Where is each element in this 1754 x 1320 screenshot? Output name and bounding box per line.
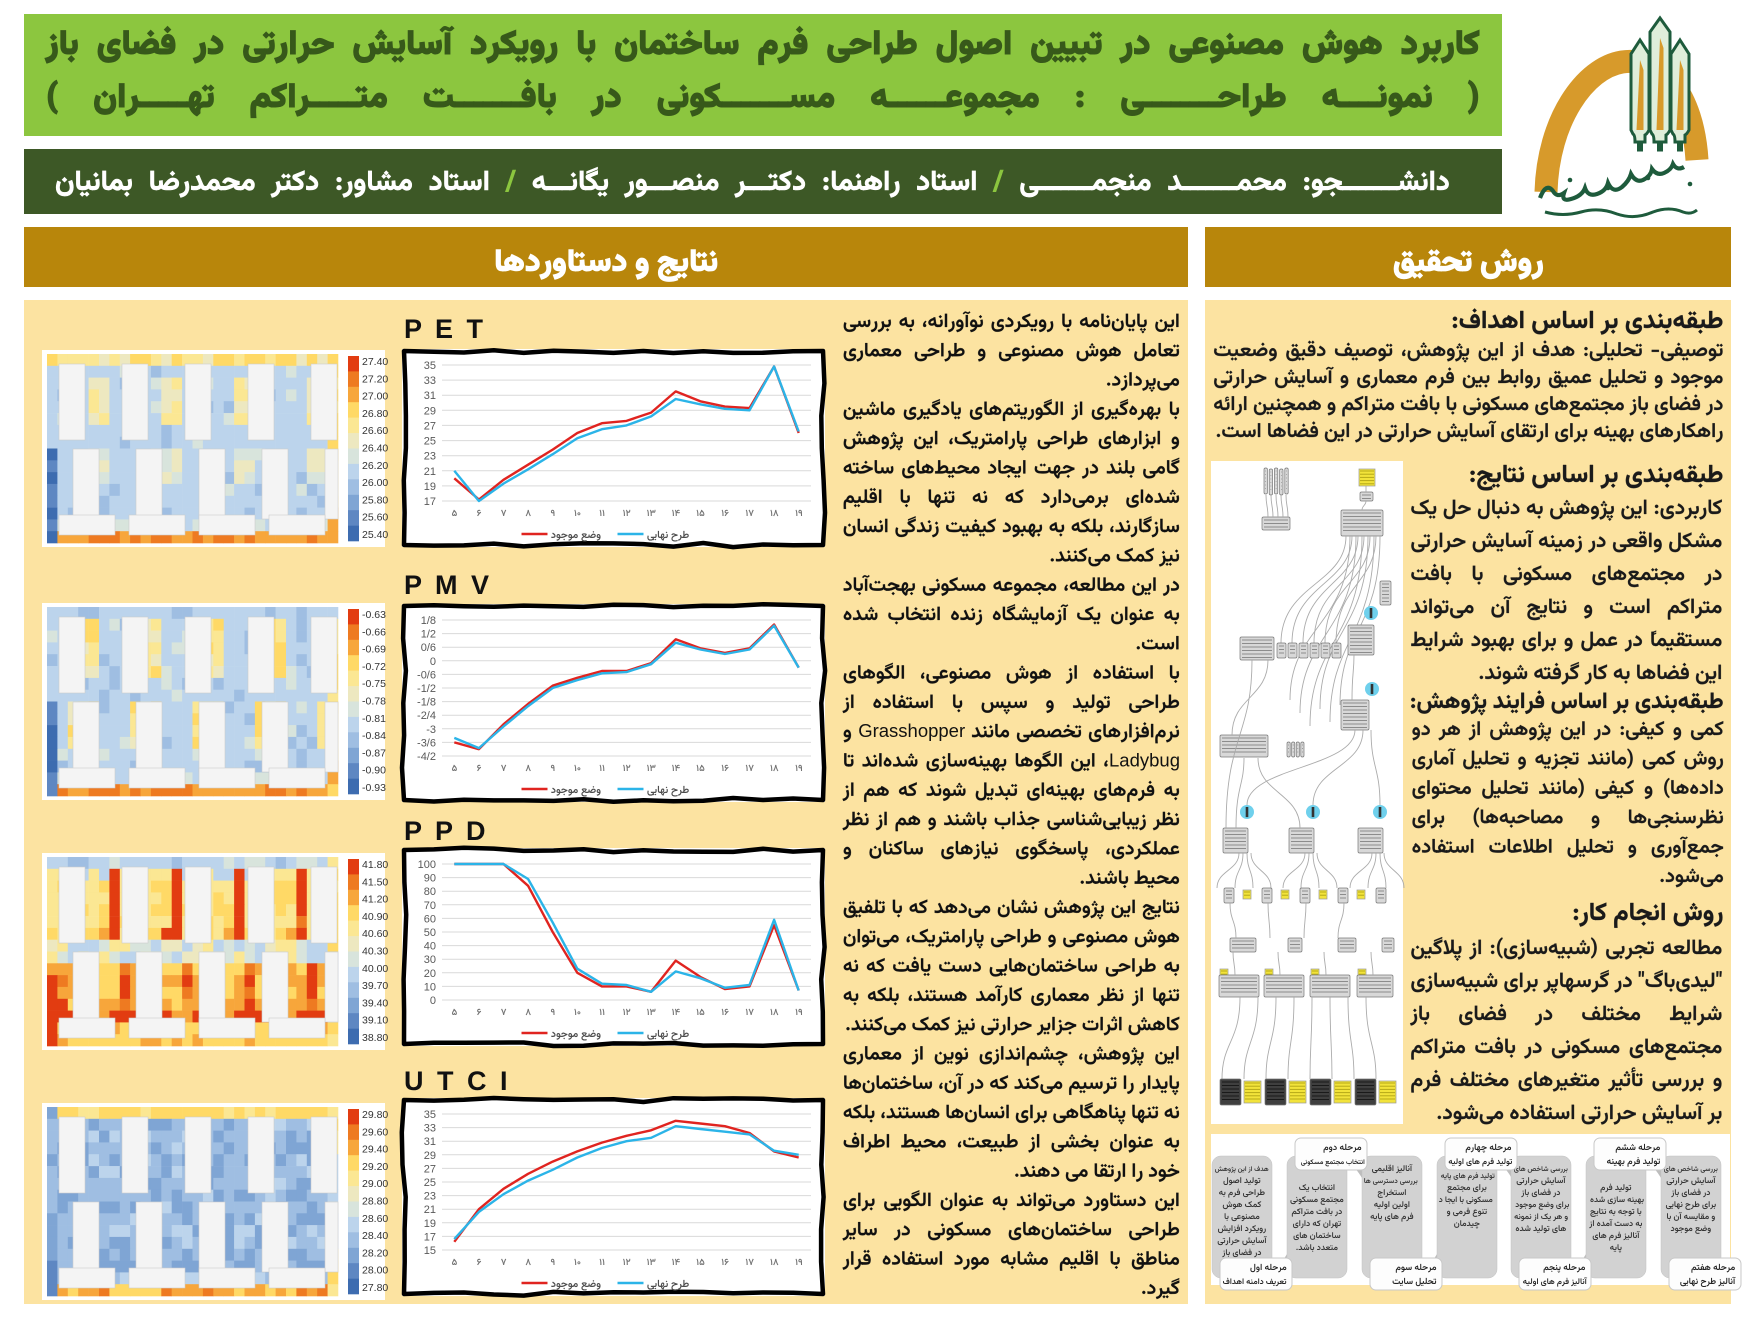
svg-text:40: 40 — [424, 941, 436, 953]
svg-text:25.80: 25.80 — [362, 494, 388, 506]
svg-text:29: 29 — [424, 405, 436, 417]
svg-text:28.20: 28.20 — [362, 1247, 388, 1259]
svg-text:70: 70 — [424, 900, 436, 912]
svg-text:25: 25 — [424, 1177, 436, 1189]
svg-text:29.40: 29.40 — [362, 1144, 388, 1156]
svg-text:0: 0 — [430, 995, 436, 1007]
svg-text:35: 35 — [424, 360, 436, 372]
svg-text:33: 33 — [424, 375, 436, 387]
svg-text:-0.75: -0.75 — [362, 678, 386, 690]
svg-text:-0.63: -0.63 — [362, 609, 386, 621]
svg-text:28.80: 28.80 — [362, 1196, 388, 1208]
svg-text:28.00: 28.00 — [362, 1265, 388, 1277]
svg-text:27.80: 27.80 — [362, 1282, 388, 1294]
svg-text:80: 80 — [424, 886, 436, 898]
svg-text:35: 35 — [424, 1109, 436, 1121]
svg-text:29.80: 29.80 — [362, 1109, 388, 1121]
svg-text:17: 17 — [424, 496, 436, 508]
svg-text:30: 30 — [424, 954, 436, 966]
svg-text:-2/4: -2/4 — [417, 710, 436, 722]
svg-text:-0.90: -0.90 — [362, 765, 386, 777]
svg-text:20: 20 — [424, 968, 436, 980]
svg-text:-3: -3 — [426, 724, 436, 736]
svg-text:21: 21 — [424, 466, 436, 478]
svg-text:27: 27 — [424, 1163, 436, 1175]
svg-text:26.40: 26.40 — [362, 443, 388, 455]
svg-text:-3/6: -3/6 — [417, 737, 436, 749]
svg-text:-1/8: -1/8 — [417, 697, 436, 709]
svg-text:40.00: 40.00 — [362, 963, 388, 975]
svg-text:P P D: P P D — [404, 816, 489, 846]
svg-text:39.10: 39.10 — [362, 1015, 388, 1027]
svg-text:19: 19 — [424, 1218, 436, 1230]
svg-text:29.60: 29.60 — [362, 1126, 388, 1138]
svg-text:-0.72: -0.72 — [362, 661, 386, 673]
svg-text:28.40: 28.40 — [362, 1230, 388, 1242]
svg-text:40.30: 40.30 — [362, 946, 388, 958]
svg-text:25.60: 25.60 — [362, 512, 388, 524]
svg-text:23: 23 — [424, 451, 436, 463]
svg-text:26.20: 26.20 — [362, 460, 388, 472]
svg-text:27.20: 27.20 — [362, 373, 388, 385]
svg-text:50: 50 — [424, 927, 436, 939]
svg-text:-0/6: -0/6 — [417, 669, 436, 681]
svg-text:40.60: 40.60 — [362, 928, 388, 940]
svg-text:1/8: 1/8 — [421, 615, 436, 627]
svg-text:-1/2: -1/2 — [417, 683, 436, 695]
svg-text:-0.87: -0.87 — [362, 747, 386, 759]
svg-text:33: 33 — [424, 1123, 436, 1135]
svg-text:39.40: 39.40 — [362, 997, 388, 1009]
svg-text:100: 100 — [418, 859, 436, 871]
svg-text:P M V: P M V — [404, 570, 492, 600]
svg-text:0: 0 — [430, 656, 436, 668]
svg-text:Ladybug: Ladybug — [1109, 750, 1180, 771]
svg-text:26.80: 26.80 — [362, 408, 388, 420]
svg-text:39.70: 39.70 — [362, 980, 388, 992]
svg-text:40.90: 40.90 — [362, 911, 388, 923]
svg-text:17: 17 — [424, 1231, 436, 1243]
svg-text:21: 21 — [424, 1204, 436, 1216]
svg-text:Grasshopper: Grasshopper — [858, 720, 965, 741]
svg-text:27.40: 27.40 — [362, 356, 388, 368]
svg-text:25: 25 — [424, 436, 436, 448]
svg-text:P E T: P E T — [404, 314, 486, 344]
svg-text:31: 31 — [424, 1136, 436, 1148]
svg-text:23: 23 — [424, 1191, 436, 1203]
svg-text:0/6: 0/6 — [421, 642, 436, 654]
svg-text:10: 10 — [424, 981, 436, 993]
svg-text:41.20: 41.20 — [362, 894, 388, 906]
svg-text:-0.84: -0.84 — [362, 730, 386, 742]
svg-text:-0.66: -0.66 — [362, 626, 386, 638]
svg-text:-0.69: -0.69 — [362, 644, 386, 656]
svg-text:41.50: 41.50 — [362, 876, 388, 888]
svg-text:90: 90 — [424, 873, 436, 885]
svg-text:1/2: 1/2 — [421, 629, 436, 641]
svg-text:29.20: 29.20 — [362, 1161, 388, 1173]
svg-text:31: 31 — [424, 390, 436, 402]
svg-text:27.00: 27.00 — [362, 391, 388, 403]
svg-text:29: 29 — [424, 1150, 436, 1162]
svg-text:15: 15 — [424, 1245, 436, 1257]
svg-text:25.40: 25.40 — [362, 529, 388, 541]
svg-text:27: 27 — [424, 420, 436, 432]
svg-text:-4/2: -4/2 — [417, 751, 436, 763]
svg-text:38.80: 38.80 — [362, 1032, 388, 1044]
svg-text:28.60: 28.60 — [362, 1213, 388, 1225]
svg-text:19: 19 — [424, 481, 436, 493]
svg-text:29.00: 29.00 — [362, 1178, 388, 1190]
svg-text:26.60: 26.60 — [362, 425, 388, 437]
svg-text:26.00: 26.00 — [362, 477, 388, 489]
svg-text:-0.81: -0.81 — [362, 713, 386, 725]
svg-text:-0.78: -0.78 — [362, 696, 386, 708]
svg-text:U T C I: U T C I — [404, 1066, 511, 1096]
svg-text:-0.93: -0.93 — [362, 782, 386, 794]
svg-text:60: 60 — [424, 913, 436, 925]
svg-text:41.80: 41.80 — [362, 859, 388, 871]
